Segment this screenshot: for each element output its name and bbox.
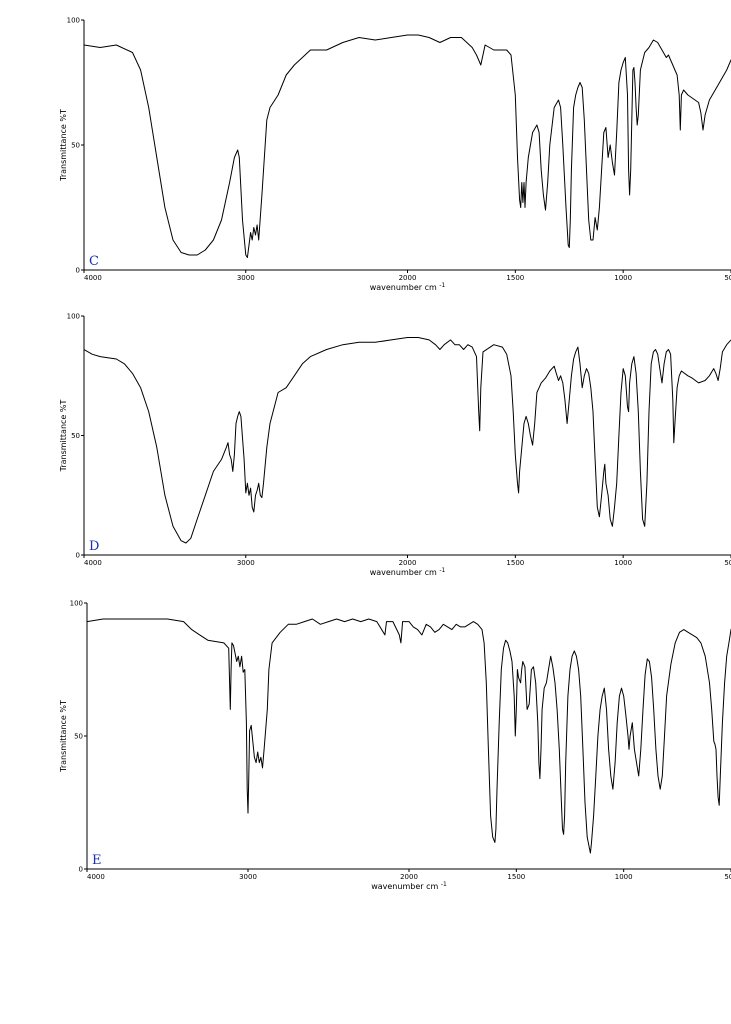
y-tick-label: 100 — [70, 600, 83, 608]
x-tick-label: 500 — [724, 873, 731, 881]
x-axis-title: wavenumber cm -1 — [370, 567, 446, 577]
x-tick-label: 1500 — [506, 274, 524, 282]
y-tick-label: 100 — [67, 17, 80, 25]
x-tick-label: 2000 — [399, 274, 417, 282]
spectrum-line — [87, 618, 731, 854]
spectrum-panel-c: 0 50 100 4000 3000 2000 1500 1000 500 wavenumber … — [59, 17, 731, 292]
x-axis-title: wavenumber cm -1 — [370, 282, 446, 292]
x-tick-label: 3000 — [237, 274, 255, 282]
spectrum-panel-e: 0 50 100 4000 3000 2000 1500 1000 500 wavenumber … — [59, 600, 731, 891]
x-tick-label: 1500 — [506, 559, 524, 567]
panel-label: C — [89, 254, 99, 269]
y-tick-label: 0 — [79, 866, 83, 874]
x-tick-label: 500 — [724, 559, 731, 567]
spectrum-line — [84, 34, 731, 258]
x-tick-label: 500 — [724, 274, 731, 282]
y-axis-title: Transmittance %T — [59, 109, 68, 182]
y-axis-title: Transmittance %T — [59, 700, 68, 773]
x-tick-label: 2000 — [400, 873, 418, 881]
x-tick-label: 3000 — [239, 873, 257, 881]
x-tick-label: 1000 — [615, 873, 633, 881]
y-tick-label: 50 — [71, 142, 80, 150]
spectrum-line — [84, 337, 731, 544]
y-tick-label: 100 — [67, 313, 80, 321]
x-tick-label: 1500 — [507, 873, 525, 881]
y-tick-label: 50 — [71, 432, 80, 440]
x-tick-label: 1000 — [614, 274, 632, 282]
y-tick-label: 0 — [76, 552, 80, 560]
x-axis-title: wavenumber cm -1 — [371, 881, 447, 891]
y-tick-label: 50 — [74, 733, 83, 741]
x-tick-label: 1000 — [614, 559, 632, 567]
x-tick-label: 4000 — [87, 873, 105, 881]
x-tick-label: 2000 — [399, 559, 417, 567]
spectrum-panel-d: 0 50 100 4000 3000 2000 1500 1000 500 wavenumber … — [59, 313, 731, 577]
y-tick-label: 0 — [76, 267, 80, 275]
panel-label: E — [92, 853, 102, 868]
x-tick-label: 3000 — [237, 559, 255, 567]
x-tick-label: 4000 — [84, 274, 102, 282]
x-tick-label: 4000 — [84, 559, 102, 567]
y-axis-title: Transmittance %T — [59, 400, 68, 473]
panel-label: D — [89, 539, 99, 554]
